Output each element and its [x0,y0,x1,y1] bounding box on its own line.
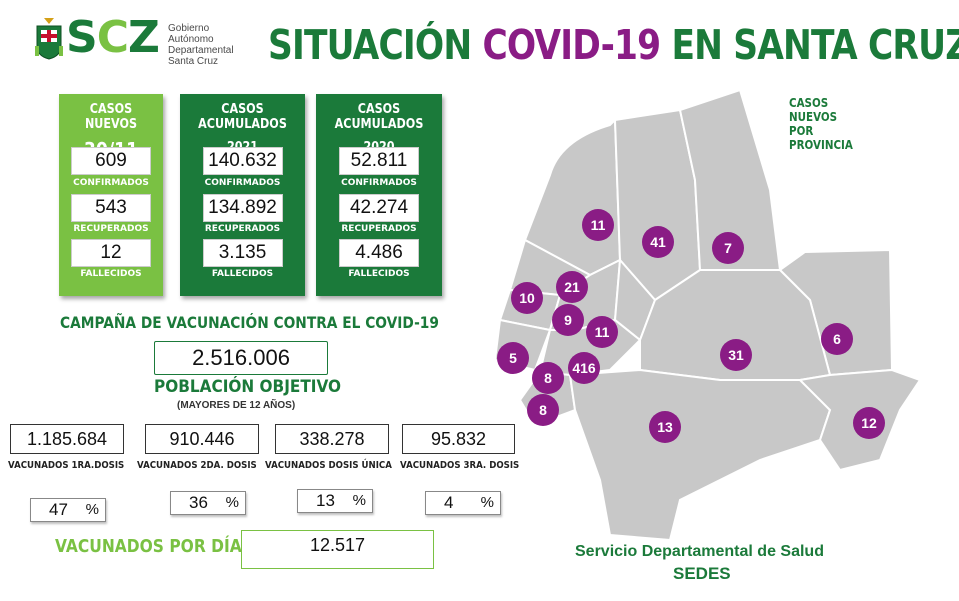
province-case-bubble [853,407,885,439]
confirmados-value: 140.632 [202,147,283,175]
emblem-icon [35,18,63,60]
vacunados-por-dia-label: VACUNADOS POR DÍA [55,536,242,557]
poblacion-objetivo-label: POBLACIÓN OBJETIVO [154,377,342,397]
province-case-value: 8 [544,370,552,386]
province-case-bubble [720,339,752,371]
dose-2-value: 910.446 [145,424,259,454]
santa-cruz-province-map: 11 41 7 21 10 9 11 6 5 416 31 8 8 13 12 [493,88,922,540]
province-case-value: 12 [861,415,877,431]
recuperados-label: RECUPERADOS [204,224,281,234]
fallecidos-label: FALLECIDOS [348,269,410,279]
province-case-value: 9 [564,312,572,328]
province-case-bubble [556,271,588,303]
fallecidos-label: FALLECIDOS [80,269,142,279]
dose-2-percentage: 36% [170,491,246,515]
dose-1-label: VACUNADOS 1RA.DOSIS [8,460,125,471]
page-title: SITUACIÓN COVID-19 EN SANTA CRUZ [268,21,959,69]
casos-acumulados-2021-panel: CASOS ACUMULADOS 2021 140.632 CONFIRMADO… [180,94,305,296]
province-case-value: 11 [591,217,606,233]
poblacion-objetivo-value: 2.516.006 [154,341,328,375]
confirmados-label: CONFIRMADOS [341,178,417,188]
province-case-value: 5 [509,350,517,366]
province-case-bubble [568,352,600,384]
province-case-value: 31 [728,347,744,363]
province-case-bubble [497,342,529,374]
confirmados-value: 52.811 [339,147,419,175]
recuperados-label: RECUPERADOS [341,224,417,234]
dose-1-value: 1.185.684 [10,424,124,454]
province-case-bubble [712,232,744,264]
vacunados-por-dia-value: 12.517 [241,530,434,569]
province-region [568,368,832,540]
poblacion-objetivo-note: (MAYORES DE 12 AÑOS) [177,400,296,411]
fallecidos-value: 4.486 [339,239,419,267]
province-case-value: 8 [539,402,547,418]
map-legend-title: CASOS NUEVOS POR PROVINCIA [789,96,853,152]
province-case-value: 13 [657,419,673,435]
confirmados-label: CONFIRMADOS [204,178,281,188]
panel-heading: CASOS ACUMULADOS [334,102,424,132]
confirmados-value: 609 [71,147,151,175]
panel-heading: CASOS NUEVOS [84,102,138,132]
dose-3-value: 95.832 [402,424,515,454]
province-case-bubble [582,209,614,241]
province-case-value: 21 [564,279,580,295]
province-case-bubble [649,411,681,443]
case-bubbles: 11 41 7 21 10 9 11 6 5 416 31 8 8 13 12 [497,209,885,443]
province-case-bubble [821,323,853,355]
dose-unica-value: 338.278 [275,424,389,454]
logo-subtitle: Gobierno Autónomo Departamental Santa Cr… [168,23,234,67]
province-case-value: 7 [724,240,732,256]
province-case-bubble [552,304,584,336]
recuperados-value: 134.892 [202,194,283,222]
province-case-bubble [532,362,564,394]
province-case-value: 10 [519,290,535,306]
vaccination-title: CAMPAÑA DE VACUNACIÓN CONTRA EL COVID-19 [60,313,439,332]
province-case-bubble [527,394,559,426]
province-case-bubble [642,226,674,258]
dose-unica-label: VACUNADOS DOSIS ÚNICA [265,460,392,471]
recuperados-label: RECUPERADOS [73,224,149,234]
dose-3-label: VACUNADOS 3RA. DOSIS [400,460,520,471]
fallecidos-value: 12 [71,239,151,267]
province-case-value: 11 [595,324,610,340]
recuperados-value: 42.274 [339,194,419,222]
confirmados-label: CONFIRMADOS [73,178,149,188]
footer-institution: Servicio Departamental de Salud [575,543,824,560]
dose-3-percentage: 4% [425,491,501,515]
province-case-value: 6 [833,331,841,347]
province-case-bubble [586,316,618,348]
province-case-value: 416 [572,360,596,376]
casos-nuevos-panel: CASOS NUEVOS 30/11 609 CONFIRMADOS 543 R… [59,94,163,296]
recuperados-value: 543 [71,194,151,222]
dose-unica-percentage: 13% [297,489,373,513]
dose-1-percentage: 47% [30,498,106,522]
province-case-bubble [511,282,543,314]
fallecidos-label: FALLECIDOS [211,269,274,279]
province-case-value: 41 [650,234,666,250]
logo-text: SCZ [66,12,160,63]
panel-heading: CASOS ACUMULADOS [198,102,287,132]
fallecidos-value: 3.135 [202,239,283,267]
dose-2-label: VACUNADOS 2DA. DOSIS [137,460,257,471]
footer-acronym: SEDES [673,564,731,583]
casos-acumulados-2020-panel: CASOS ACUMULADOS 2020 52.811 CONFIRMADOS… [316,94,442,296]
